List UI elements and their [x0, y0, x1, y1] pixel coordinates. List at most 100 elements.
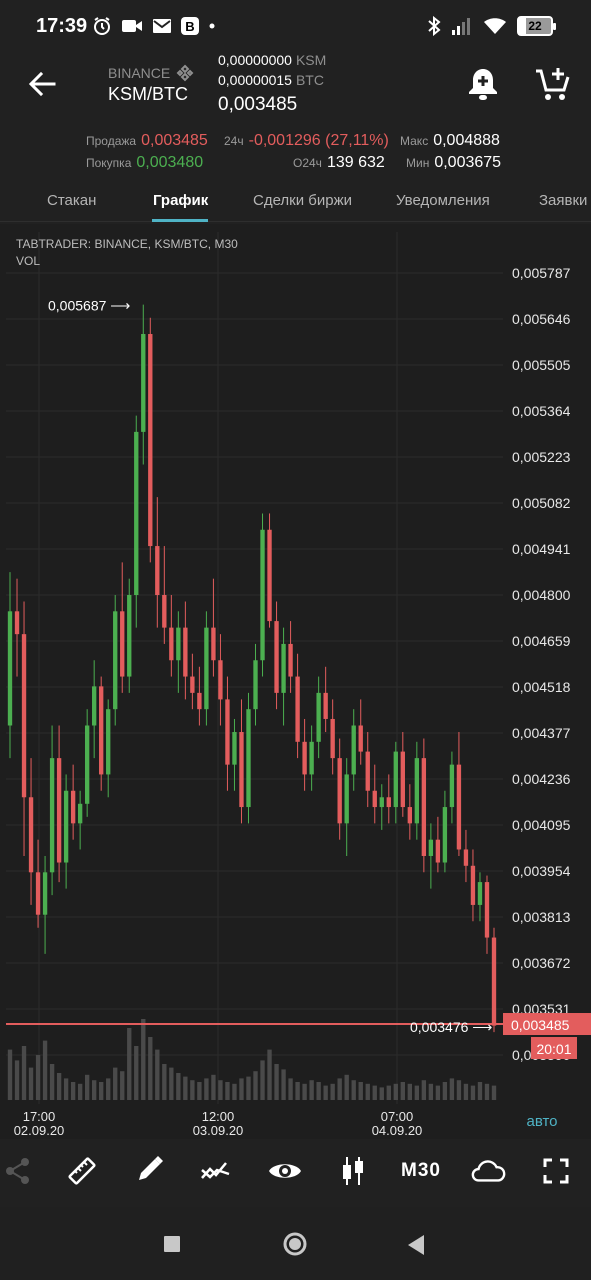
candle-body — [400, 751, 405, 808]
max-label: Макс — [400, 134, 429, 148]
volume-bar — [113, 1067, 118, 1100]
candle-body — [449, 764, 455, 808]
signal-icon — [452, 18, 470, 35]
candle-body — [309, 741, 314, 775]
circle-icon[interactable] — [282, 1231, 308, 1257]
candle-body — [42, 872, 48, 915]
chart-type-button[interactable] — [335, 1153, 371, 1189]
volume-bar — [56, 1073, 62, 1100]
price-axis-label: 0,005364 — [512, 403, 571, 419]
price-axis-label: 0,004377 — [512, 725, 571, 741]
wifi-icon — [484, 18, 506, 34]
candle-body — [183, 627, 188, 677]
draw-button[interactable] — [131, 1153, 167, 1189]
volume-bar — [63, 1078, 69, 1100]
timeframe-button[interactable]: M30 — [401, 1160, 441, 1181]
buy-label: Покупка — [86, 156, 132, 170]
candlestick-chart-svg[interactable]: 0,005787 0,005646 0,005505 0,005364 0,005223… — [0, 224, 591, 1139]
video-icon — [122, 20, 142, 32]
balance-ksm: 0,00000000 KSM — [218, 52, 326, 68]
active-tab-indicator — [152, 219, 208, 222]
price-axis-label: 0,005787 — [512, 265, 571, 281]
pair-title[interactable]: KSM/BTC — [108, 84, 189, 104]
volume-bar — [309, 1080, 314, 1100]
auto-scale-toggle[interactable]: авто — [526, 1113, 557, 1130]
candle-body — [21, 634, 27, 798]
volume-stat: О24ч 139 632 — [293, 154, 385, 172]
candle-body — [379, 797, 384, 808]
price-chart[interactable]: 0,005787 0,005646 0,005505 0,005364 0,005223… — [0, 224, 591, 1139]
candle-body — [372, 790, 377, 808]
ruler-button[interactable] — [64, 1153, 100, 1189]
tab-notifications[interactable]: Уведомления — [396, 192, 490, 209]
price-axis-label: 0,005646 — [512, 311, 571, 327]
candle-body — [484, 882, 490, 938]
change-value: -0,001296 (27,11%) — [248, 132, 389, 149]
add-alert-bell-icon[interactable] — [466, 66, 500, 102]
back-arrow-icon[interactable] — [26, 68, 58, 100]
volume-bar — [316, 1082, 321, 1100]
candle-body — [225, 699, 230, 765]
tab-order-book[interactable]: Стакан — [47, 192, 97, 209]
volume-bar — [456, 1080, 462, 1100]
candle-body — [463, 849, 469, 866]
volume-bar — [70, 1082, 76, 1100]
max-value: 0,004888 — [433, 132, 500, 149]
volume-bar — [421, 1080, 427, 1100]
fullscreen-button[interactable] — [538, 1153, 574, 1189]
volume-bar — [246, 1076, 251, 1100]
tab-orders[interactable]: Заявки — [539, 192, 588, 209]
volume-bar — [155, 1049, 160, 1100]
price-axis-label: 0,004941 — [512, 541, 571, 557]
candle-body — [414, 758, 420, 824]
pencil-icon — [139, 1156, 163, 1180]
candle-body — [267, 529, 272, 622]
volume-bar — [442, 1082, 448, 1100]
volume-bar — [344, 1074, 349, 1100]
buy-value: 0,003480 — [136, 154, 204, 171]
battery-icon: 22 — [517, 16, 556, 36]
volume-bar — [106, 1078, 111, 1100]
volume-bar — [484, 1083, 490, 1100]
volume-value: 139 632 — [326, 154, 385, 171]
cloud-icon — [471, 1160, 506, 1182]
market-stats: Продажа 0,003485 Покупка 0,003480 24ч -0,00… — [0, 128, 591, 178]
tab-exchange-trades[interactable]: Сделки биржи — [253, 192, 353, 209]
exchange-name: BINANCE — [108, 64, 194, 82]
time-axis-label: 12:00 — [202, 1109, 235, 1124]
change-stat: 24ч -0,001296 (27,11%) — [224, 132, 389, 150]
volume-bar — [400, 1082, 405, 1100]
add-to-cart-icon[interactable] — [534, 66, 572, 102]
indicators-button[interactable] — [198, 1153, 234, 1189]
triangle-icon[interactable] — [406, 1234, 426, 1256]
volume-bar — [35, 1055, 41, 1100]
candle-body — [358, 725, 363, 752]
square-icon[interactable] — [163, 1235, 181, 1253]
share-button[interactable] — [0, 1153, 36, 1189]
cloud-button[interactable] — [470, 1153, 506, 1189]
candle-body — [35, 872, 41, 915]
balance-btc-unit: BTC — [295, 72, 324, 88]
volume-bar — [386, 1085, 391, 1100]
countdown-tag: 20:01 — [536, 1041, 571, 1057]
candle-body — [260, 529, 265, 661]
candle-body — [295, 676, 300, 742]
status-bar: 17:39 B 22 — [0, 0, 591, 52]
chart-title-line2: VOL — [16, 254, 41, 268]
mail-icon — [153, 19, 171, 33]
volume-bar — [211, 1074, 216, 1100]
candle-body — [113, 611, 118, 710]
volume-bar — [14, 1060, 20, 1100]
tab-chart[interactable]: График — [153, 192, 209, 209]
candle-body — [155, 546, 160, 595]
candle-body — [70, 790, 76, 824]
volume-bar — [358, 1082, 363, 1100]
price-axis-label: 0,004800 — [512, 587, 571, 603]
candle-body — [253, 660, 258, 710]
binance-logo-icon — [176, 64, 194, 82]
volume-bar — [267, 1049, 272, 1100]
volume-bar — [491, 1085, 497, 1100]
visibility-button[interactable] — [267, 1153, 303, 1189]
price-axis-label: 0,004518 — [512, 679, 571, 695]
volume-bar — [365, 1083, 370, 1100]
